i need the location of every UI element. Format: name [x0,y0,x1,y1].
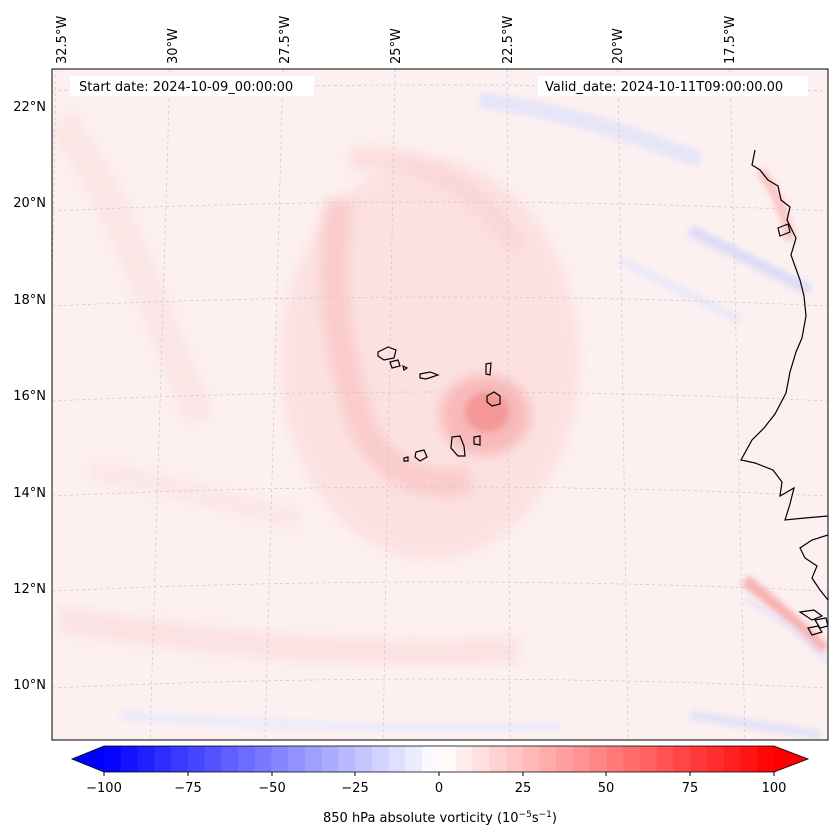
colorbar-tick-label: 0 [435,781,443,796]
map-frame [51,68,829,741]
island-boa-vista [486,391,501,407]
vorticity-shading [52,92,828,740]
colorbar-cell [757,746,775,772]
colorbar-tick-label: −25 [341,781,368,796]
colorbar-cell [137,746,155,772]
island-sao-nicolau [419,371,440,380]
colorbar-tick-labels: −100 −75 −50 −25 0 25 50 75 100 [86,781,786,796]
colorbar-cell [171,746,189,772]
lat-label: 16°N [13,389,46,404]
colorbar-cell [439,746,457,772]
colorbar-cell [455,746,474,772]
colorbar-cell [104,746,122,772]
map-area [52,69,828,740]
colorbar-cell [539,746,557,772]
colorbar: −100 −75 −50 −25 0 25 50 75 100 850 hPa … [70,745,810,826]
colorbar-cell [271,746,289,772]
lon-label: 27.5°W [278,16,293,64]
colorbar-tick-label: 100 [762,781,787,796]
colorbar-cell [355,746,373,772]
colorbar-tick-label: −75 [174,781,201,796]
colorbar-cell [154,746,172,772]
lat-label: 10°N [13,678,46,693]
island-maio [473,435,481,446]
colorbar-cell [707,746,725,772]
colorbar-max-extend [774,746,808,772]
coastlines [740,149,828,636]
colorbar-cell [489,746,507,772]
colorbar-min-extend [72,746,104,772]
lat-label: 12°N [13,582,46,597]
island-santiago [450,435,466,457]
cape-verde-islands [377,346,501,462]
colorbar-cell [221,746,239,772]
colorbar-cell [522,746,541,772]
island-fogo [414,449,428,462]
colorbar-cell [187,746,206,772]
colorbar-cell [254,746,273,772]
colorbar-cell [656,746,675,772]
valid-date-label: Valid_date: 2024-10-11T09:00:00.00 [545,80,783,95]
colorbar-cell [338,746,356,772]
lat-label: 14°N [13,486,46,501]
colorbar-cells [104,746,775,772]
island-sal [485,362,492,376]
colorbar-tick-label: 75 [682,781,699,796]
colorbar-ticks [103,772,775,776]
bijagos-islands [798,609,828,636]
colorbar-cell [472,746,490,772]
colorbar-cell [238,746,256,772]
start-date-box [70,76,314,96]
colorbar-cell [556,746,574,772]
lon-label: 20°W [611,28,626,64]
longitude-labels: 32.5°W 30°W 27.5°W 25°W 22.5°W 20°W 17.5… [55,16,738,64]
colorbar-cell [740,746,758,772]
lon-label: 22.5°W [501,16,516,64]
colorbar-cell [506,746,524,772]
colorbar-cell [372,746,390,772]
island-santo-antao [377,346,397,361]
colorbar-title: 850 hPa absolute vorticity (10−5s−1) [323,810,557,826]
latitude-labels: 22°N 20°N 18°N 16°N 14°N 12°N 10°N [13,100,46,693]
colorbar-cell [606,746,624,772]
lon-label: 30°W [166,28,181,64]
island-santa-luzia [402,364,409,371]
colorbar-cell [723,746,742,772]
colorbar-cell [321,746,340,772]
lat-label: 20°N [13,196,46,211]
colorbar-cell [405,746,423,772]
start-date-label: Start date: 2024-10-09_00:00:00 [79,80,293,95]
colorbar-cell [589,746,608,772]
colorbar-tick-label: 25 [515,781,532,796]
colorbar-cell [388,746,407,772]
colorbar-cell [640,746,658,772]
colorbar-cell [120,746,139,772]
colorbar-cell [690,746,708,772]
valid-date-box [538,76,808,96]
lon-label: 32.5°W [55,16,70,64]
colorbar-tick-label: 50 [598,781,615,796]
colorbar-cell [204,746,222,772]
coastal-island-north [777,223,791,237]
island-sao-vicente [389,359,401,369]
africa-coastline [740,149,828,521]
lon-label: 17.5°W [723,16,738,64]
lat-label: 18°N [13,293,46,308]
colorbar-tick-label: −100 [86,781,122,796]
colorbar-cell [573,746,591,772]
colorbar-cell [288,746,306,772]
island-brava [403,456,409,462]
colorbar-cell [623,746,641,772]
colorbar-cell [673,746,691,772]
lat-label: 22°N [13,100,46,115]
colorbar-cell [422,746,440,772]
guinea-bissau-coast [799,534,828,601]
lon-label: 25°W [389,28,404,64]
colorbar-tick-label: −50 [258,781,285,796]
colorbar-cell [305,746,323,772]
